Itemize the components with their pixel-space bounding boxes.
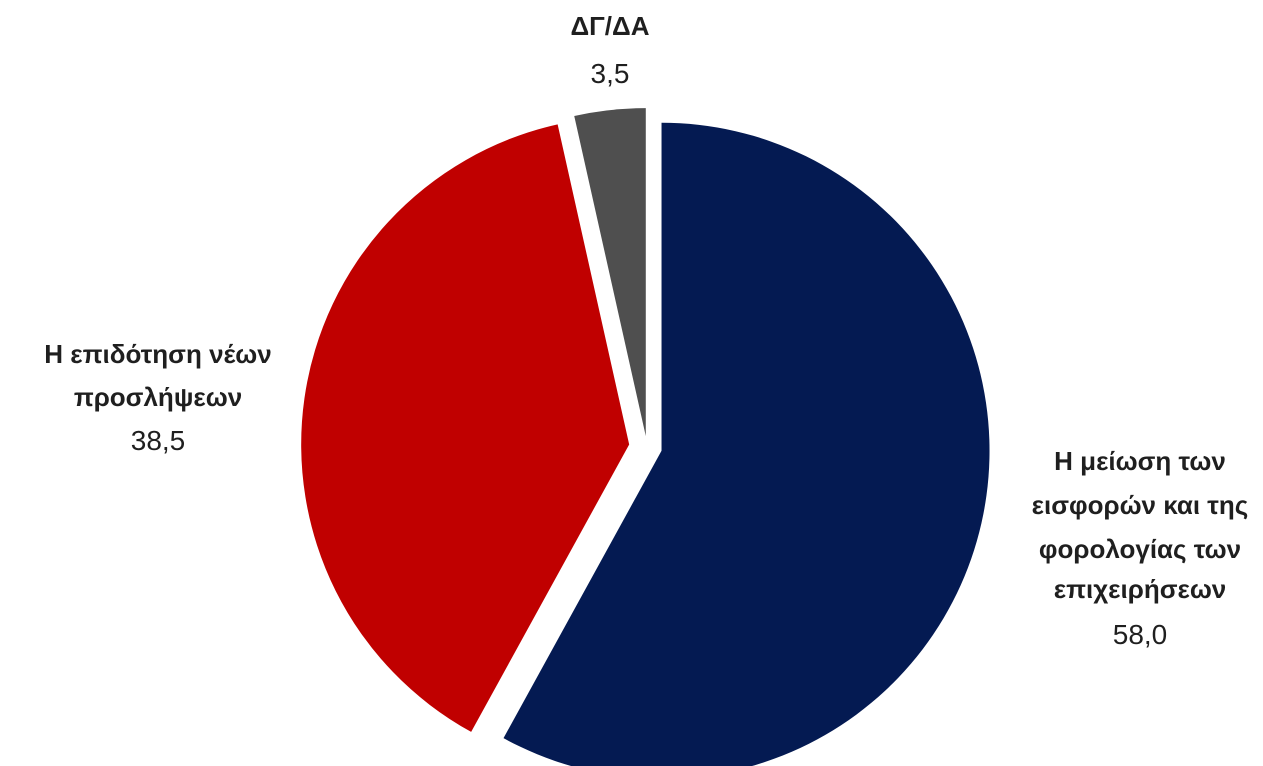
- slice-label-reduction-line-2: εισφορών και της: [1032, 490, 1249, 520]
- slice-reduction-contributions: [503, 122, 990, 766]
- label-group-dk-na: ΔΓ/ΔΑ 3,5: [570, 11, 649, 89]
- slice-label-dk-na: ΔΓ/ΔΑ: [570, 11, 649, 41]
- slice-value-subsidy: 38,5: [131, 425, 186, 456]
- slice-label-reduction-line-1: Η μείωση των: [1054, 446, 1226, 476]
- label-group-new-hires-subsidy: Η επιδότηση νέων προσλήψεων 38,5: [44, 339, 271, 456]
- label-group-reduction-contributions: Η μείωση των εισφορών και της φορολογίας…: [1032, 446, 1249, 650]
- slice-dk-na: [574, 108, 646, 437]
- slice-label-subsidy-line-2: προσλήψεων: [74, 382, 242, 412]
- slice-value-reduction: 58,0: [1113, 619, 1168, 650]
- slice-label-reduction-line-4: επιχειρήσεων: [1054, 574, 1227, 604]
- slice-label-reduction-line-3: φορολογίας των: [1039, 534, 1241, 564]
- pie-slices: [301, 108, 990, 766]
- slice-label-subsidy-line-1: Η επιδότηση νέων: [44, 339, 271, 369]
- slice-value-dk-na: 3,5: [591, 58, 630, 89]
- slice-new-hires-subsidy: [301, 124, 630, 732]
